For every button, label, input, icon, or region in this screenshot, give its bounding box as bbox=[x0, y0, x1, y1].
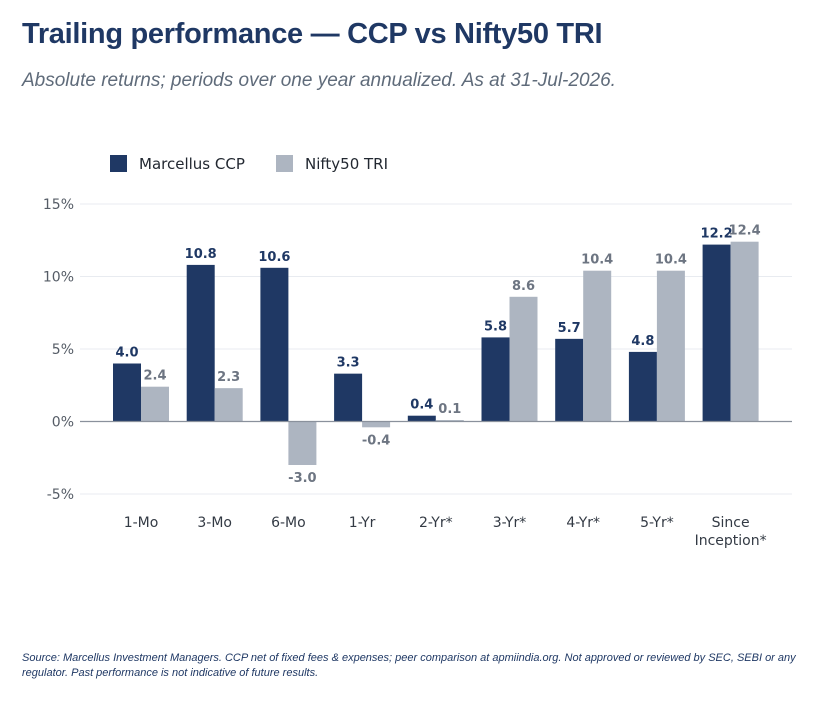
data-label-ccp: 10.6 bbox=[258, 250, 290, 265]
y-tick-label: 5% bbox=[52, 342, 74, 358]
data-label-ccp: 0.4 bbox=[410, 398, 433, 413]
x-tick-label: 2-Yr* bbox=[419, 515, 453, 531]
x-tick-label: 4-Yr* bbox=[566, 515, 600, 531]
data-label-nifty: 2.4 bbox=[143, 369, 166, 384]
x-tick-label: 1-Mo bbox=[124, 515, 159, 531]
axes: -5% 0% 5% 10% 15% 1-Mo 3-Mo 6-Mo 1-Yr 2-Yr* 3-Yr* 4… bbox=[43, 197, 792, 549]
bar-nifty bbox=[509, 296, 538, 422]
data-label-ccp: 3.3 bbox=[337, 356, 360, 371]
bar-ccp bbox=[407, 415, 436, 422]
data-label-ccp: 5.8 bbox=[484, 319, 507, 334]
x-tick-label: 3-Mo bbox=[197, 515, 232, 531]
data-label-nifty: 0.1 bbox=[438, 402, 461, 417]
data-label-ccp: 5.7 bbox=[558, 321, 581, 336]
x-tick-label: Since bbox=[712, 515, 750, 531]
y-tick-label: 0% bbox=[52, 415, 74, 431]
data-label-ccp: 4.0 bbox=[115, 346, 138, 361]
x-tick-label: 3-Yr* bbox=[493, 515, 527, 531]
y-tick-label: 15% bbox=[43, 197, 74, 213]
data-labels: 4.0 2.4 10.8 2.3 10.6 -3.0 3.3 -0.4 0.4 0.1 5.8 8.6… bbox=[115, 224, 760, 486]
bar-nifty bbox=[288, 421, 317, 465]
legend-label: Nifty50 TRI bbox=[305, 155, 388, 173]
data-label-nifty: 10.4 bbox=[655, 253, 687, 268]
data-label-ccp: 12.2 bbox=[701, 227, 733, 242]
bar-ccp bbox=[334, 373, 363, 422]
data-label-nifty: -3.0 bbox=[288, 471, 316, 486]
data-label-nifty: 8.6 bbox=[512, 279, 535, 294]
chart-subtitle: Absolute returns; periods over one year … bbox=[22, 70, 616, 91]
bar-nifty bbox=[730, 241, 759, 422]
data-label-nifty: 2.3 bbox=[217, 370, 240, 385]
data-label-ccp: 4.8 bbox=[631, 334, 654, 349]
x-tick-label: 5-Yr* bbox=[640, 515, 674, 531]
bar-ccp bbox=[186, 264, 215, 422]
bar-chart: 4.0 2.4 10.8 2.3 10.6 -3.0 3.3 -0.4 0.4 0.1 5.8 8.6… bbox=[43, 155, 792, 549]
bar-ccp bbox=[702, 244, 731, 422]
data-label-ccp: 10.8 bbox=[185, 247, 217, 262]
data-label-nifty: 12.4 bbox=[729, 224, 761, 239]
source-note: Source: Marcellus Investment Managers. C… bbox=[22, 652, 796, 679]
x-tick-label: Inception* bbox=[695, 533, 767, 549]
bar-ccp bbox=[113, 363, 141, 422]
bar-ccp bbox=[481, 337, 510, 422]
bar-nifty bbox=[141, 386, 169, 422]
x-tick-label: 1-Yr bbox=[349, 515, 376, 531]
bar-nifty bbox=[435, 420, 464, 422]
bar-nifty bbox=[656, 270, 685, 422]
x-tick-label: 6-Mo bbox=[271, 515, 306, 531]
bar-ccp bbox=[628, 351, 657, 422]
y-tick-label: 10% bbox=[43, 270, 74, 286]
legend-swatch bbox=[276, 155, 293, 172]
bar-nifty bbox=[583, 270, 612, 422]
bar-nifty bbox=[214, 388, 243, 422]
data-label-nifty: -0.4 bbox=[362, 433, 390, 448]
legend-swatch bbox=[110, 155, 127, 172]
data-label-nifty: 10.4 bbox=[581, 253, 613, 268]
bar-ccp bbox=[260, 267, 289, 422]
chart-title: Trailing performance — CCP vs Nifty50 TR… bbox=[22, 18, 603, 50]
legend: Marcellus CCP Nifty50 TRI bbox=[110, 155, 388, 173]
bar-nifty bbox=[362, 421, 391, 428]
legend-label: Marcellus CCP bbox=[139, 155, 245, 173]
bars bbox=[113, 241, 759, 465]
bar-ccp bbox=[555, 338, 584, 422]
y-tick-label: -5% bbox=[47, 487, 74, 503]
